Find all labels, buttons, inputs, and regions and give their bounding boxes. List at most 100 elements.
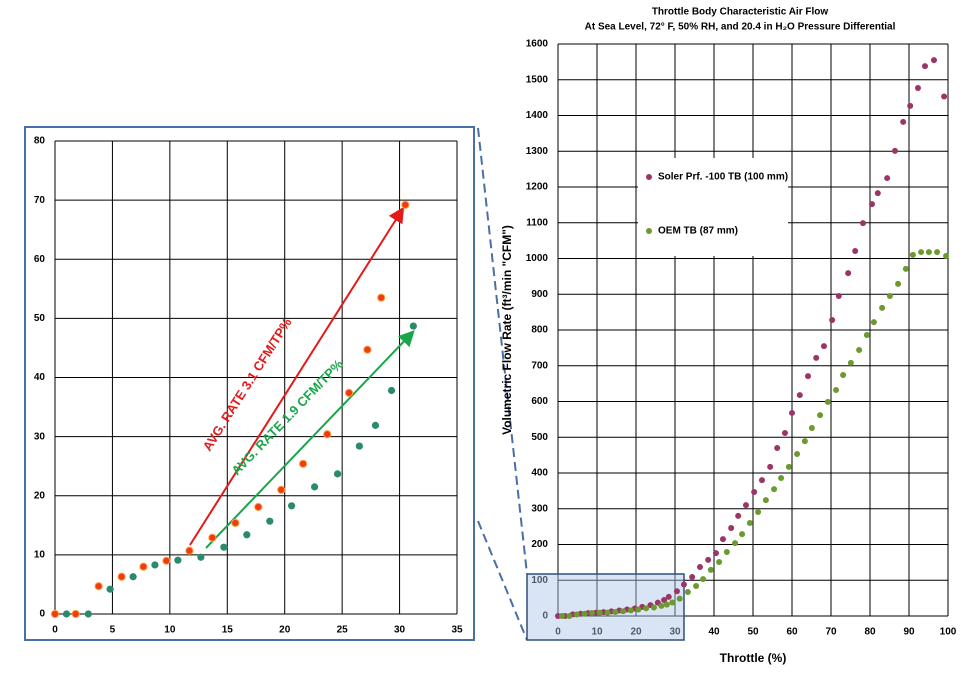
data-point: [129, 573, 137, 581]
y-tick-label: 60: [34, 254, 46, 265]
x-tick-label: 35: [451, 625, 463, 636]
x-tick-label: 25: [337, 625, 349, 636]
data-point: [808, 424, 815, 431]
data-point: [755, 508, 762, 515]
data-point: [612, 608, 619, 615]
data-point: [151, 561, 159, 569]
y-tick-label: 50: [34, 313, 46, 324]
y-tick-label: 40: [34, 372, 46, 383]
x-tick-label: 80: [864, 627, 876, 638]
data-point: [900, 118, 907, 125]
y-tick-label: 300: [531, 503, 548, 514]
data-point: [696, 564, 703, 571]
data-point: [174, 556, 182, 564]
y-tick-label: 80: [34, 136, 46, 147]
data-point: [921, 63, 928, 70]
zoom-region: [526, 573, 685, 641]
x-tick-label: 50: [747, 627, 759, 638]
data-point: [785, 463, 792, 470]
data-point: [84, 610, 92, 618]
data-point: [71, 609, 80, 619]
y-tick-label: 600: [531, 396, 548, 407]
data-point: [762, 497, 769, 504]
x-tick-label: 40: [708, 627, 720, 638]
y-tick-label: 1600: [526, 39, 549, 50]
data-point: [728, 525, 735, 532]
annotation-arrow: [189, 206, 405, 546]
data-point: [742, 502, 749, 509]
data-point: [673, 588, 680, 595]
y-tick-label: 800: [531, 325, 548, 336]
data-point: [794, 451, 801, 458]
legend-label: OEM TB (87 mm): [658, 226, 738, 237]
data-point: [705, 556, 712, 563]
data-point: [824, 398, 831, 405]
data-point: [573, 611, 580, 618]
legend-marker: [646, 174, 652, 180]
x-axis-label: Throttle (%): [720, 651, 787, 665]
data-point: [918, 249, 925, 256]
data-point: [94, 582, 103, 591]
data-point: [588, 610, 595, 617]
y-tick-label: 1400: [526, 110, 549, 121]
x-tick-label: 10: [591, 627, 603, 638]
data-point: [387, 386, 396, 395]
y-tick-label: 30: [34, 431, 46, 442]
x-tick-label: 60: [786, 627, 798, 638]
data-point: [845, 270, 852, 277]
data-point: [891, 147, 898, 154]
data-point: [669, 599, 676, 606]
y-tick-label: 20: [34, 490, 46, 501]
data-point: [243, 531, 251, 539]
data-point: [650, 604, 657, 611]
y-tick-label: 1200: [526, 182, 549, 193]
data-point: [693, 582, 700, 589]
data-point: [117, 572, 126, 581]
data-point: [751, 488, 758, 495]
data-point: [139, 562, 148, 571]
data-point: [934, 249, 941, 256]
data-point: [852, 247, 859, 254]
data-point: [796, 392, 803, 399]
data-point: [627, 607, 634, 614]
data-point: [739, 531, 746, 538]
data-point: [185, 546, 194, 555]
data-point: [930, 57, 937, 64]
y-tick-label: 100: [531, 575, 548, 586]
legend-marker: [646, 228, 652, 234]
data-point: [746, 520, 753, 527]
data-point: [801, 438, 808, 445]
data-point: [859, 220, 866, 227]
legend-box: [638, 158, 788, 256]
y-tick-label: 1100: [526, 217, 548, 228]
data-point: [277, 485, 286, 494]
data-point: [874, 190, 881, 197]
data-point: [870, 319, 877, 326]
data-point: [658, 602, 665, 609]
data-point: [596, 609, 603, 616]
data-point: [833, 387, 840, 394]
x-tick-label: 0: [555, 627, 561, 638]
data-point: [581, 610, 588, 617]
data-point: [409, 322, 417, 330]
data-point: [323, 430, 332, 439]
data-point: [663, 601, 670, 608]
data-point: [333, 470, 342, 478]
data-point: [310, 483, 319, 491]
data-point: [197, 553, 205, 561]
data-point: [635, 606, 642, 613]
data-point: [914, 84, 921, 91]
chart-title: Throttle Body Characteristic Air Flow: [652, 7, 829, 18]
data-point: [371, 421, 380, 429]
y-tick-label: 10: [34, 550, 46, 561]
data-point: [909, 251, 916, 258]
data-point: [781, 429, 788, 436]
data-point: [847, 359, 854, 366]
data-point: [895, 280, 902, 287]
data-point: [716, 559, 723, 566]
data-point: [771, 486, 778, 493]
data-point: [661, 597, 668, 604]
annotation-arrow: [205, 330, 415, 549]
y-tick-label: 500: [531, 432, 548, 443]
y-tick-label: 1500: [526, 74, 549, 85]
